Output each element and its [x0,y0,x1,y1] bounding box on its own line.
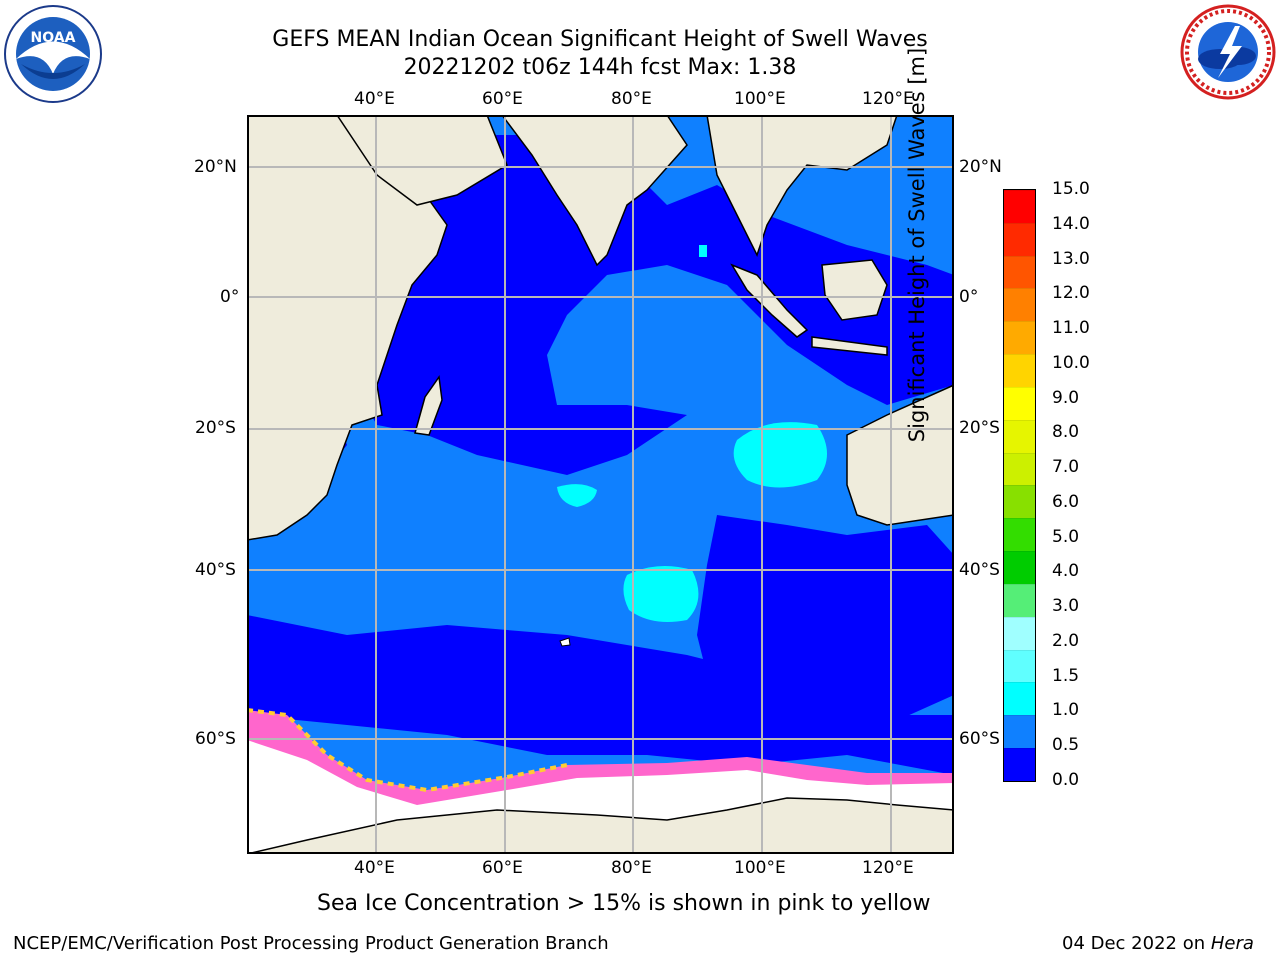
lon-tick-bottom: 60°E [482,858,523,878]
colorbar-segment [1004,255,1035,289]
colorbar-tick-label: 14.0 [1052,213,1090,234]
sea-ice-note: Sea Ice Concentration > 15% is shown in … [317,891,931,916]
colorbar-tick-label: 0.5 [1052,735,1080,756]
colorbar-segment [1004,518,1035,552]
colorbar-segment [1004,649,1035,683]
colorbar-segment [1004,354,1035,387]
date-stamp: 04 Dec 2022 on Hera [1062,933,1254,954]
lon-tick-top: 120°E [862,89,914,109]
colorbar-tick-label: 8.0 [1052,422,1080,443]
lat-tick-left: 40°S [195,560,236,580]
colorbar-tick-label: 1.5 [1052,665,1080,686]
date-text: 04 Dec 2022 on [1062,933,1206,954]
colorbar-title: Significant Height of Swell Waves [m] [905,47,929,443]
colorbar-tick-label: 1.0 [1052,700,1080,721]
lon-tick-top: 40°E [354,89,395,109]
land-kerguelen [559,637,571,647]
colorbar-tick-label: 7.0 [1052,457,1080,478]
colorbar-segment [1004,386,1035,420]
colorbar-segment [1004,190,1035,223]
high-swell-patch [733,422,827,488]
high-swell-patch [557,484,597,507]
high-swell-patch [623,566,699,623]
colorbar-tick-label: 9.0 [1052,387,1080,408]
land-arabia [336,115,508,206]
colorbar-segment [1004,616,1035,650]
colorbar-segment [1004,222,1035,256]
land-australia [846,384,954,526]
lat-tick-right: 20°S [959,418,1000,438]
colorbar-segment [1004,321,1035,355]
lon-tick-bottom: 100°E [734,858,786,878]
colorbar-tick-label: 4.0 [1052,561,1080,582]
colorbar-tick-label: 11.0 [1052,318,1090,339]
colorbar-segment [1004,485,1035,519]
land-madagascar [414,374,443,436]
lat-tick-left: 20°S [195,418,236,438]
noaa-logo: NOAA [3,4,103,104]
land-india [501,115,688,267]
title-line-1: GEFS MEAN Indian Ocean Significant Heigh… [272,27,928,52]
colorbar-tick-label: 3.0 [1052,596,1080,617]
colorbar-segment [1004,419,1035,453]
lon-tick-top: 100°E [734,89,786,109]
lat-tick-right: 60°S [959,729,1000,749]
swell-height-map [247,115,954,854]
lat-tick-left: 60°S [195,729,236,749]
lon-tick-top: 60°E [482,89,523,109]
colorbar-segment [1004,452,1035,486]
land-java [811,336,888,356]
svg-text:NOAA: NOAA [31,30,76,46]
colorbar-tick-label: 0.0 [1052,770,1080,790]
colorbar [1003,189,1036,782]
title-line-2: 20221202 t06z 144h fcst Max: 1.38 [403,55,797,80]
lon-tick-bottom: 120°E [862,858,914,878]
colorbar-segment [1004,288,1035,322]
colorbar-segment [1004,551,1035,584]
lat-tick-left: 20°N [194,157,237,177]
credit-text: NCEP/EMC/Verification Post Processing Pr… [13,933,609,954]
colorbar-segment [1004,682,1035,716]
colorbar-segment [1004,715,1035,749]
sea-ice-yellow-fringe [247,708,568,793]
colorbar-tick-label: 13.0 [1052,248,1090,269]
colorbar-tick-label: 10.0 [1052,352,1090,373]
lat-tick-right: 0° [959,287,979,307]
lat-tick-right: 20°N [959,157,1002,177]
high-swell-patch [699,245,707,257]
lon-tick-bottom: 40°E [354,858,395,878]
lat-tick-right: 40°S [959,560,1000,580]
land-antarctica [247,797,954,854]
low-swell-south [247,615,954,775]
colorbar-tick-label: 15.0 [1052,179,1090,199]
colorbar-tick-label: 5.0 [1052,526,1080,547]
lat-tick-left: 0° [220,287,240,307]
lon-tick-bottom: 80°E [611,858,652,878]
land-borneo [821,259,888,321]
colorbar-tick-label: 12.0 [1052,283,1090,304]
lon-tick-top: 80°E [611,89,652,109]
machine-name: Hera [1210,933,1254,954]
colorbar-segment [1004,748,1035,781]
colorbar-tick-label: 6.0 [1052,491,1080,512]
colorbar-tick-label: 2.0 [1052,630,1080,651]
graticule [247,115,954,854]
nws-logo [1180,4,1276,100]
low-swell-north [347,135,954,475]
colorbar-segment [1004,583,1035,617]
